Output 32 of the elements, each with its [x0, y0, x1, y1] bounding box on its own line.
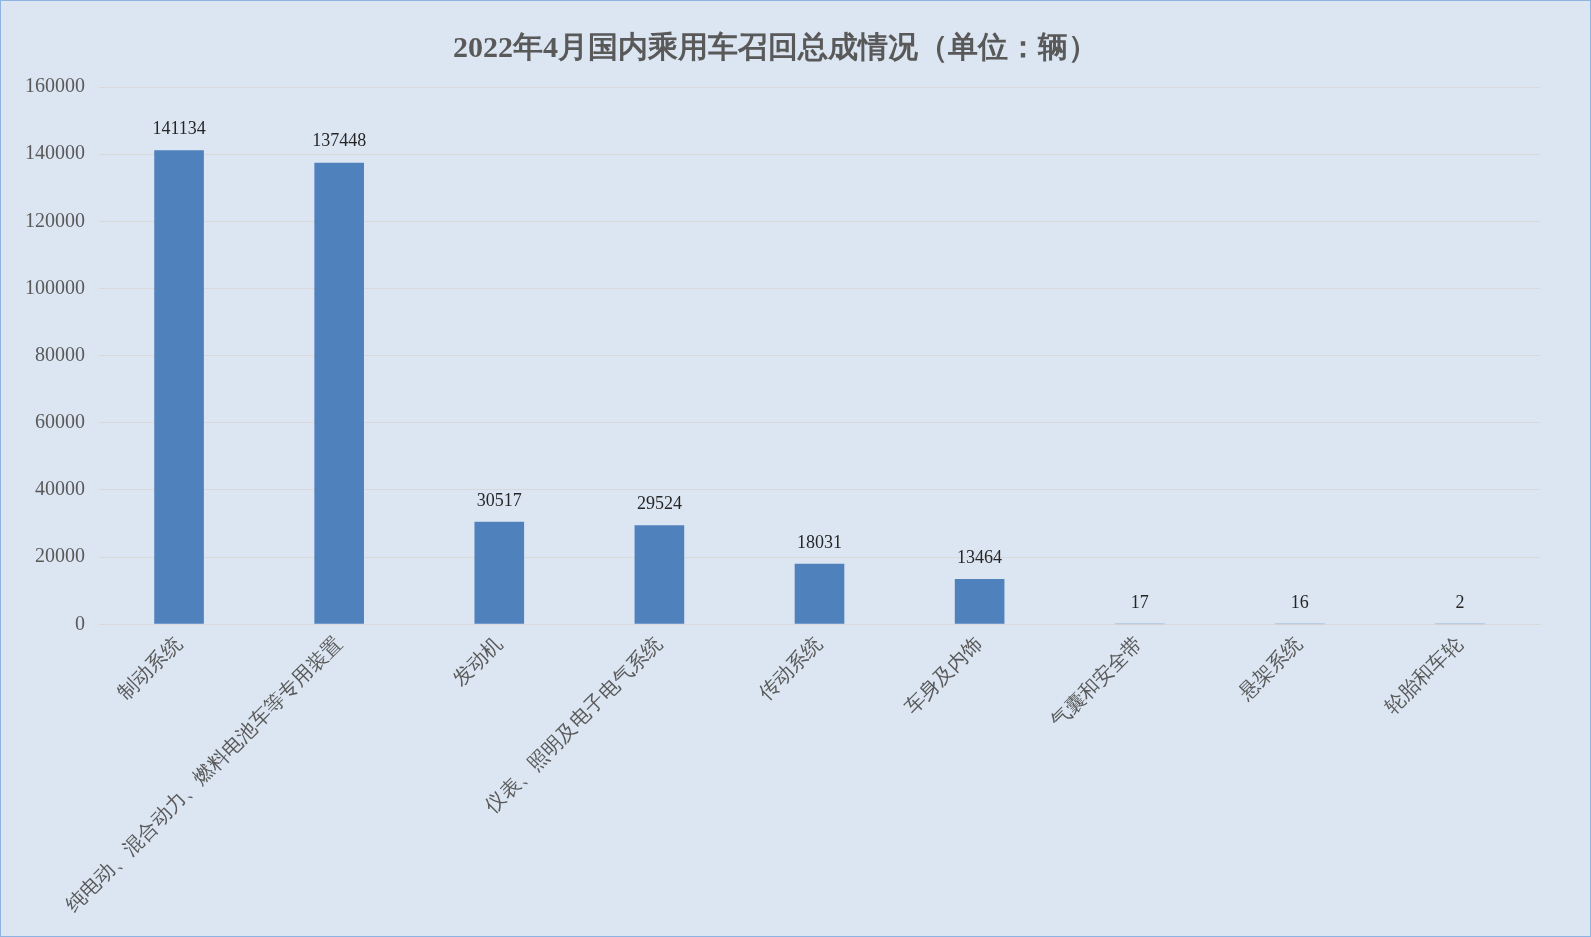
data-label: 141134 — [152, 118, 206, 139]
x-tick-label: 制动系统 — [113, 631, 186, 704]
data-label: 29524 — [636, 492, 682, 513]
bar — [474, 521, 525, 624]
data-label: 30517 — [476, 489, 522, 510]
x-tick-label: 传动系统 — [753, 631, 827, 704]
bar — [634, 525, 685, 624]
y-tick-label: 80000 — [35, 342, 85, 365]
data-label: 2 — [1455, 592, 1465, 613]
bar — [954, 579, 1005, 624]
x-tick-label: 轮胎和车轮 — [1380, 631, 1467, 719]
bar — [154, 150, 204, 624]
x-tick-label: 悬架系统 — [1233, 631, 1307, 705]
bar — [794, 563, 845, 624]
data-label: 16 — [1290, 592, 1309, 613]
x-tick-label: 车身及内饰 — [899, 631, 987, 719]
data-label: 18031 — [797, 531, 842, 552]
y-tick-label: 160000 — [25, 74, 85, 97]
y-tick-label: 120000 — [25, 208, 85, 231]
chart-title: 2022年4月国内乘用车召回总成情况（单位：辆） — [453, 29, 1098, 63]
y-tick-label: 40000 — [35, 477, 85, 500]
y-tick-label: 60000 — [35, 410, 85, 433]
x-tick-label: 气囊和安全带 — [1045, 631, 1147, 733]
y-tick-label: 140000 — [25, 141, 85, 164]
x-tick-label: 发动机 — [447, 631, 506, 690]
data-label: 17 — [1130, 592, 1149, 613]
data-label: 13464 — [957, 546, 1003, 567]
bar — [314, 162, 364, 624]
y-tick-label: 20000 — [35, 544, 85, 567]
y-tick-label: 100000 — [25, 275, 85, 298]
y-tick-label: 0 — [75, 611, 85, 634]
data-label: 137448 — [312, 130, 367, 151]
